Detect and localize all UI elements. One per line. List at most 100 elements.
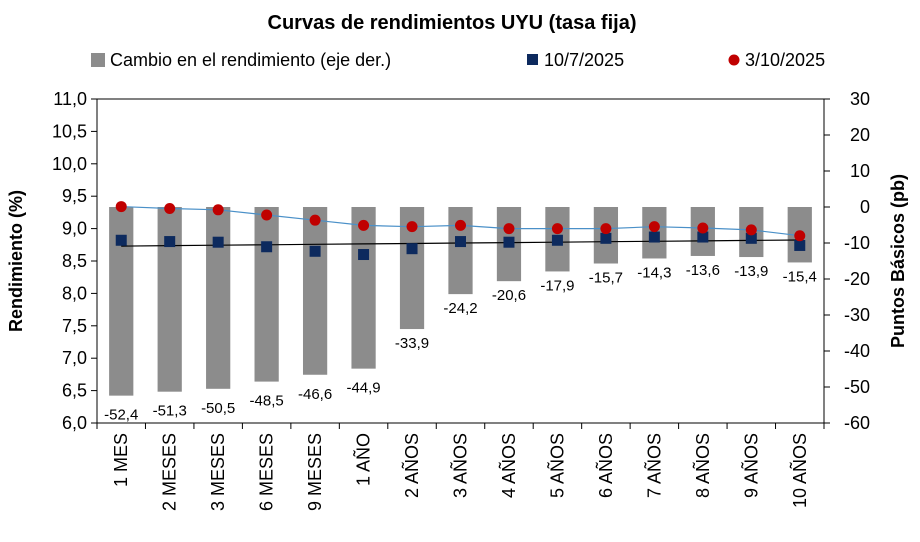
x-tick-label-8: 4 AÑOS xyxy=(498,433,519,498)
marker-series-2-4 xyxy=(309,214,321,226)
legend-label-bar: Cambio en el rendimiento (eje der.) xyxy=(110,50,391,70)
left-axis: 6,0 6,5 7,0 7,5 8,0 8,5 9,0 9,5 10,0 10,5 11,0 xyxy=(52,89,97,433)
left-tick-label-9: 10,5 xyxy=(52,121,87,141)
legend-swatch-square xyxy=(527,54,538,65)
left-tick-label-1: 6,5 xyxy=(62,381,87,401)
x-tick-label-14: 10 AÑOS xyxy=(789,433,810,508)
marker-series-1-1 xyxy=(164,236,176,248)
marker-series-2-10 xyxy=(600,223,612,235)
left-tick-label-0: 6,0 xyxy=(62,413,87,433)
bar-label-3: -48,5 xyxy=(250,393,284,410)
marker-series-2-14 xyxy=(794,230,806,242)
marker-series-1-7 xyxy=(455,236,466,248)
legend: Cambio en el rendimiento (eje der.) 10/7… xyxy=(91,50,825,70)
marker-series-1-14 xyxy=(794,239,806,251)
x-axis: 1 MES 2 MESES 3 MESES 6 MESES 9 MESES 1 AÑO 2 … xyxy=(96,423,825,511)
x-tick-label-10: 6 AÑOS xyxy=(595,433,616,498)
x-tick-label-1: 2 MESES xyxy=(160,433,180,511)
bar-label-6: -33,9 xyxy=(395,335,429,352)
marker-series-1-2 xyxy=(212,236,224,248)
left-axis-title: Rendimiento (%) xyxy=(6,190,26,332)
x-tick-label-4: 9 MESES xyxy=(305,433,325,511)
marker-series-1-12 xyxy=(697,231,709,243)
bar-label-4: -46,6 xyxy=(298,386,332,403)
right-tick-label-3: -30 xyxy=(844,305,870,325)
bar-label-0: -52,4 xyxy=(104,407,138,424)
marker-series-2-11 xyxy=(648,221,660,233)
right-tick-label-5: -10 xyxy=(844,233,870,253)
marker-series-1-3 xyxy=(261,241,273,253)
x-tick-label-2: 3 MESES xyxy=(208,433,228,511)
marker-series-2-0 xyxy=(115,201,127,213)
x-tick-label-5: 1 AÑO xyxy=(353,433,374,486)
bar-label-10: -15,7 xyxy=(589,270,623,287)
bar-label-5: -44,9 xyxy=(346,380,380,397)
marker-series-2-8 xyxy=(503,223,515,235)
marker-series-2-5 xyxy=(358,219,370,231)
marker-series-1-10 xyxy=(600,232,612,244)
marker-series-1-8 xyxy=(503,236,515,248)
markers-group xyxy=(115,201,806,261)
x-tick-label-13: 9 AÑOS xyxy=(740,433,761,498)
x-tick-label-11: 7 AÑOS xyxy=(643,433,664,498)
bar-4 xyxy=(302,207,328,375)
right-axis: -60 -50 -40 -30 -20 -10 0 10 20 30 xyxy=(824,89,870,433)
right-tick-label-2: -40 xyxy=(844,341,870,361)
bar-labels-group: -52,4 -51,3 -50,5 -48,5 -46,6 -44,9 -33,9 -24,2… xyxy=(104,262,817,424)
bar-3 xyxy=(254,207,279,382)
right-tick-label-7: 10 xyxy=(850,161,870,181)
legend-swatch-bar xyxy=(91,53,105,67)
bar-label-9: -17,9 xyxy=(540,277,574,294)
marker-series-2-6 xyxy=(406,221,418,233)
legend-marker-circle xyxy=(728,54,740,66)
left-tick-label-2: 7,0 xyxy=(62,348,87,368)
bar-1 xyxy=(157,207,182,392)
left-tick-label-7: 9,5 xyxy=(62,186,87,206)
legend-label-series-2: 3/10/2025 xyxy=(745,50,825,70)
left-tick-label-8: 10,0 xyxy=(52,154,87,174)
marker-series-1-5 xyxy=(358,249,370,261)
left-tick-label-3: 7,5 xyxy=(62,316,87,336)
bar-label-14: -15,4 xyxy=(783,268,817,285)
marker-series-1-11 xyxy=(648,231,660,243)
bar-label-2: -50,5 xyxy=(201,400,235,417)
marker-series-1-6 xyxy=(406,243,418,255)
right-tick-label-8: 20 xyxy=(850,125,870,145)
bar-2 xyxy=(206,207,231,389)
marker-series-2-1 xyxy=(164,203,176,215)
right-tick-label-0: -60 xyxy=(844,413,870,433)
right-tick-label-9: 30 xyxy=(850,89,870,109)
bar-label-13: -13,9 xyxy=(734,263,768,280)
bar-label-1: -51,3 xyxy=(153,403,187,420)
x-tick-label-7: 3 AÑOS xyxy=(450,433,471,498)
marker-series-1-13 xyxy=(745,232,757,244)
marker-series-2-9 xyxy=(551,223,563,235)
x-tick-label-9: 5 AÑOS xyxy=(546,433,567,498)
x-tick-label-0: 1 MES xyxy=(111,433,131,487)
bar-label-12: -13,6 xyxy=(686,262,720,279)
right-tick-label-6: 0 xyxy=(860,197,870,217)
bar-5 xyxy=(351,207,376,369)
marker-series-2-3 xyxy=(261,209,273,221)
x-tick-label-6: 2 AÑOS xyxy=(401,433,422,498)
x-tick-label-12: 8 AÑOS xyxy=(692,433,713,498)
bar-label-7: -24,2 xyxy=(443,300,477,317)
left-tick-label-6: 9,0 xyxy=(62,219,87,239)
marker-series-2-7 xyxy=(455,219,466,231)
right-tick-label-1: -50 xyxy=(844,377,870,397)
left-tick-label-5: 8,5 xyxy=(62,251,87,271)
marker-series-1-9 xyxy=(551,234,563,246)
chart-title: Curvas de rendimientos UYU (tasa fija) xyxy=(268,12,637,34)
marker-series-2-2 xyxy=(212,204,224,216)
left-tick-label-4: 8,0 xyxy=(62,283,87,303)
legend-label-series-1: 10/7/2025 xyxy=(544,50,624,70)
left-tick-label-10: 11,0 xyxy=(53,89,87,109)
x-tick-label-3: 6 MESES xyxy=(257,433,277,511)
bar-label-8: -20,6 xyxy=(492,287,526,304)
marker-series-2-12 xyxy=(697,222,709,234)
bar-label-11: -14,3 xyxy=(637,264,671,281)
marker-series-1-0 xyxy=(115,234,127,246)
right-axis-title: Puntos Básicos (pb) xyxy=(888,174,908,348)
right-tick-label-4: -20 xyxy=(844,269,870,289)
